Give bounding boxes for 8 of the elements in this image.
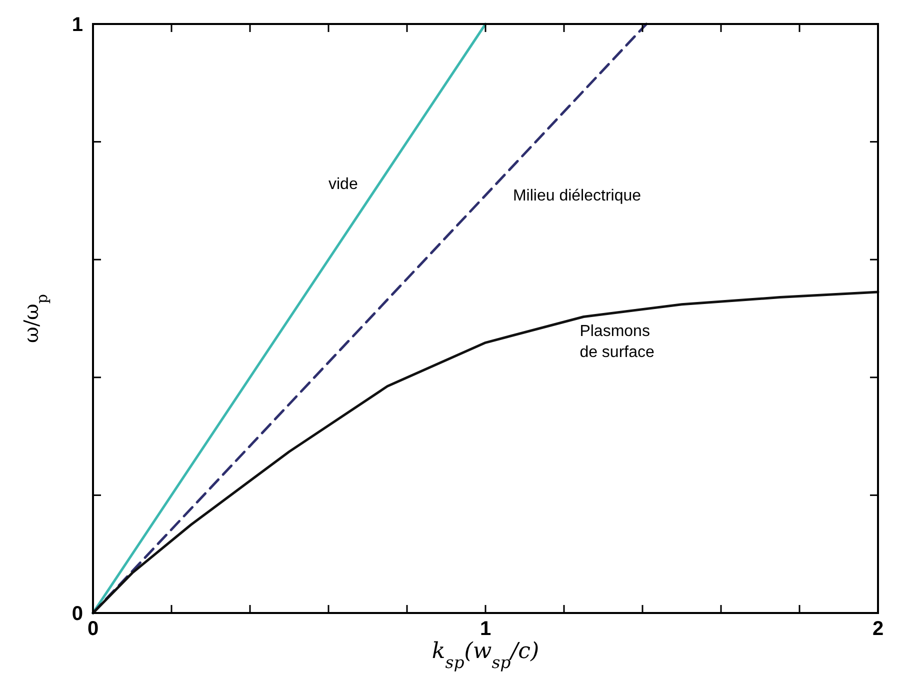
series-label: vide [328, 176, 358, 193]
line-series [92, 290, 880, 614]
series-label: Milieu diélectrique [512, 188, 642, 205]
series-label: Plasmons de surface [580, 323, 655, 361]
x-tick-label: 2 [872, 618, 884, 640]
x-axis-title: k$_{sp}$(w$_{sp}$/c) [432, 639, 540, 672]
x-tick-label: 0 [87, 618, 99, 640]
x-tick-label: 1 [480, 618, 492, 640]
